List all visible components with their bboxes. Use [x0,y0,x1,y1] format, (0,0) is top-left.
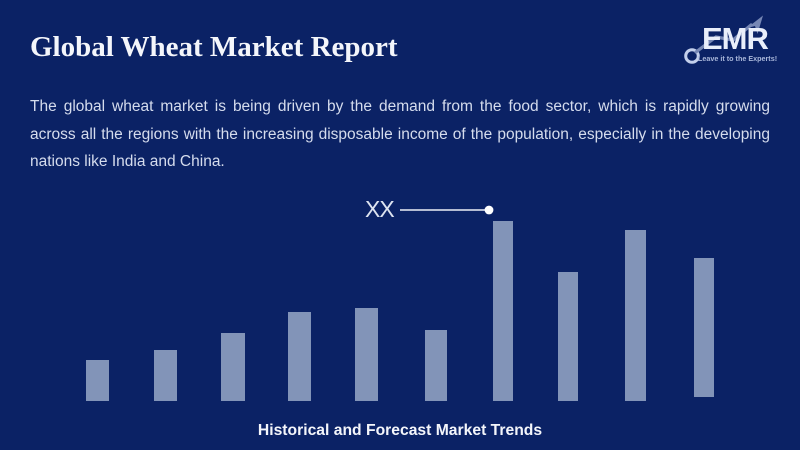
svg-text:EMR: EMR [702,21,769,56]
svg-text:XX: XX [365,196,394,222]
svg-text:Leave it to the Experts!: Leave it to the Experts! [698,54,777,63]
